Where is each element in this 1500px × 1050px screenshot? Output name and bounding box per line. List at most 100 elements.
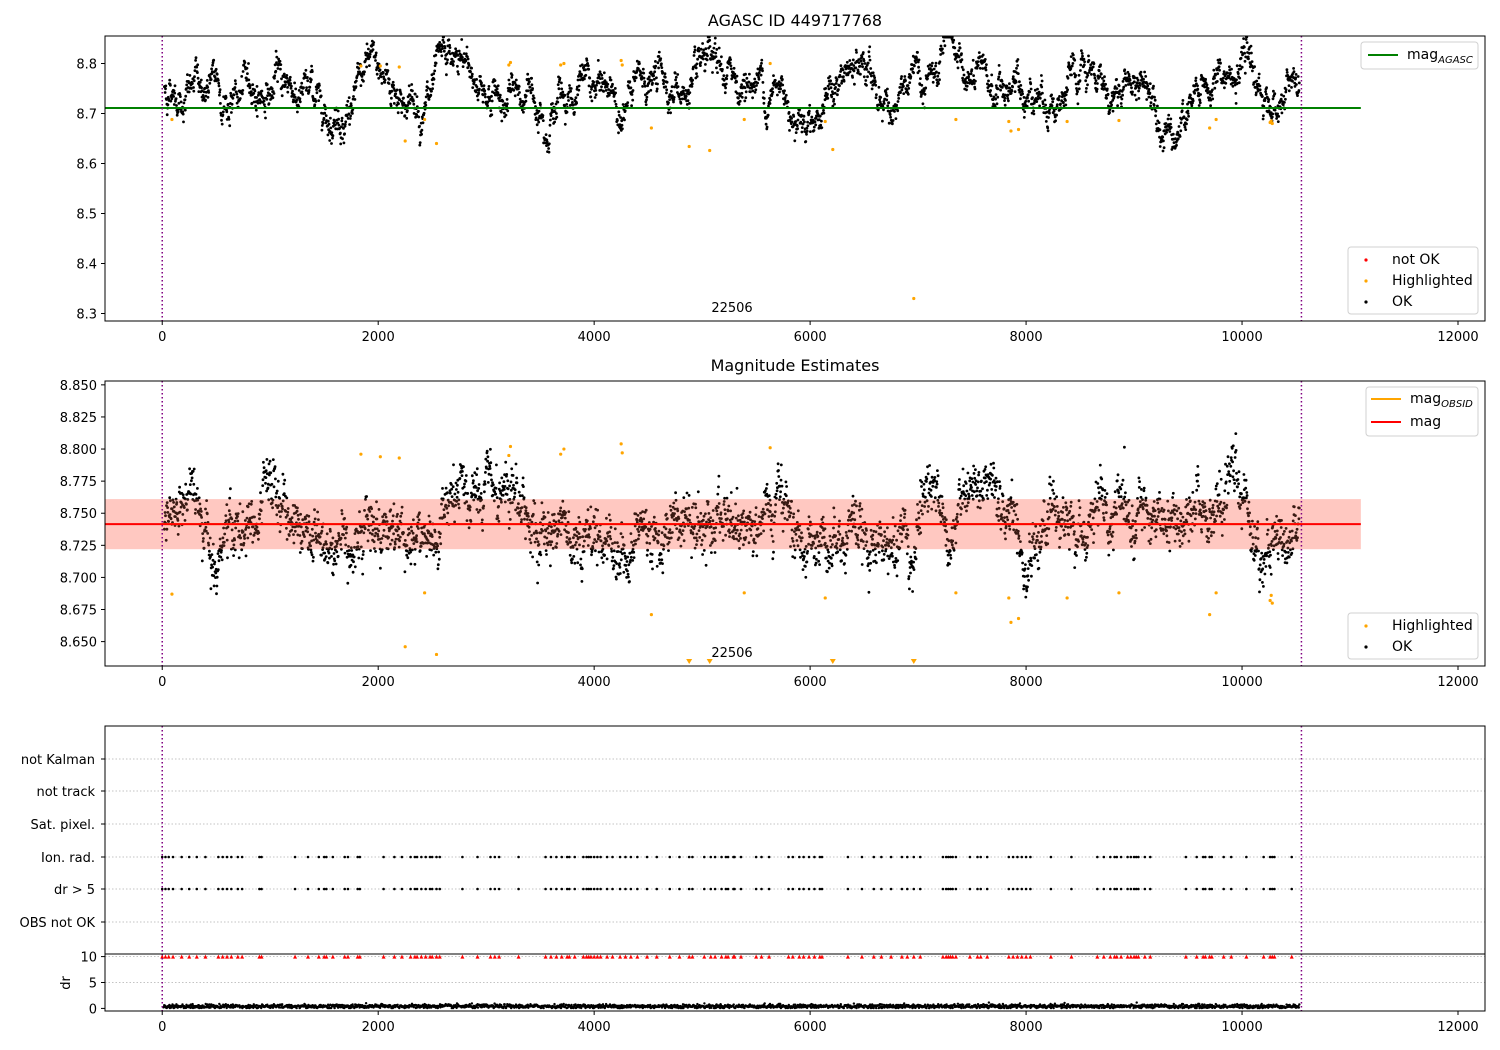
ok-point	[486, 459, 489, 463]
ok-point	[461, 470, 464, 473]
ok-point	[589, 95, 593, 99]
ok-point	[580, 73, 583, 77]
ok-point	[659, 57, 663, 60]
ok-point	[893, 110, 896, 113]
ok-point	[647, 81, 651, 84]
ok-point	[713, 36, 717, 40]
ok-point	[278, 59, 282, 63]
ok-point	[699, 47, 703, 51]
ok-point	[781, 83, 785, 87]
ok-point	[221, 110, 225, 114]
ok-point	[815, 109, 819, 113]
ok-point	[351, 570, 355, 574]
ok-point	[441, 38, 445, 42]
ok-point	[300, 81, 304, 85]
ok-point	[891, 119, 895, 122]
ok-point	[248, 86, 252, 90]
ok-point	[1154, 122, 1158, 126]
ok-point	[235, 92, 239, 96]
highlighted-point	[434, 141, 439, 146]
ok-point	[280, 94, 284, 98]
ok-point	[496, 91, 500, 95]
ok-point	[430, 89, 433, 93]
ok-point	[845, 60, 849, 64]
ok-point	[860, 62, 864, 66]
ok-point	[233, 79, 237, 83]
ok-point	[820, 126, 824, 129]
ok-point	[1153, 95, 1156, 99]
ok-point	[715, 48, 719, 51]
x-tick-label: 2000	[362, 330, 395, 345]
ok-point	[429, 93, 433, 97]
ok-point	[212, 584, 216, 588]
ok-point	[515, 476, 519, 480]
ok-point	[1092, 62, 1096, 66]
highlighted-point	[423, 117, 427, 122]
ok-point	[216, 568, 220, 572]
ok-point	[576, 561, 580, 565]
ok-point	[1162, 146, 1166, 150]
ok-point	[831, 92, 835, 95]
legend-ok-marker	[1364, 300, 1368, 304]
ok-point	[843, 71, 846, 75]
ok-point	[779, 87, 782, 91]
ok-point	[650, 553, 654, 556]
ok-point	[757, 77, 761, 81]
ok-point	[1055, 113, 1058, 117]
ok-point	[937, 71, 941, 75]
ok-point	[215, 584, 219, 588]
ok-point	[507, 78, 511, 82]
ok-point	[1090, 73, 1093, 76]
ok-point	[851, 58, 855, 62]
ok-point	[615, 562, 619, 565]
ok-point	[557, 80, 561, 84]
ok-point	[195, 65, 199, 69]
ok-point	[282, 482, 286, 486]
ok-point	[760, 61, 763, 65]
ok-point	[200, 559, 204, 563]
ok-point	[764, 122, 768, 126]
ok-point	[1147, 95, 1151, 99]
ok-point	[1196, 87, 1200, 91]
ok-point	[939, 44, 943, 48]
ok-point	[344, 120, 348, 124]
ok-point	[332, 562, 335, 566]
ok-point	[1006, 93, 1010, 97]
ok-point	[744, 90, 748, 94]
ok-point	[517, 87, 520, 91]
ok-point	[192, 467, 196, 471]
ok-point	[1229, 71, 1232, 75]
ok-point	[406, 95, 410, 99]
ok-point	[1052, 109, 1056, 113]
ok-point	[1234, 92, 1238, 95]
ok-point	[215, 72, 219, 76]
ok-point	[1261, 117, 1265, 121]
ok-point	[1273, 92, 1277, 96]
ok-point	[379, 566, 382, 570]
ok-point	[1175, 143, 1178, 147]
ok-point	[889, 115, 892, 119]
ok-point	[924, 86, 928, 90]
ok-point	[451, 485, 455, 489]
ok-point	[1007, 99, 1010, 103]
ok-point	[1059, 102, 1062, 106]
ok-point	[218, 88, 222, 92]
ok-point	[587, 84, 591, 88]
ok-point	[960, 52, 963, 56]
ok-point	[1011, 85, 1014, 89]
ok-point	[1181, 102, 1184, 106]
ok-point	[891, 122, 894, 126]
ok-point	[1294, 73, 1298, 76]
ok-point	[448, 52, 452, 56]
ok-point	[1003, 99, 1006, 102]
ok-point	[261, 484, 265, 487]
ok-point	[660, 62, 663, 66]
ok-point	[1124, 84, 1128, 87]
ok-point	[704, 563, 708, 567]
ok-point	[310, 64, 313, 68]
ok-point	[1185, 122, 1188, 126]
ok-point	[406, 109, 409, 113]
ok-point	[309, 78, 313, 82]
ok-point	[685, 103, 689, 106]
